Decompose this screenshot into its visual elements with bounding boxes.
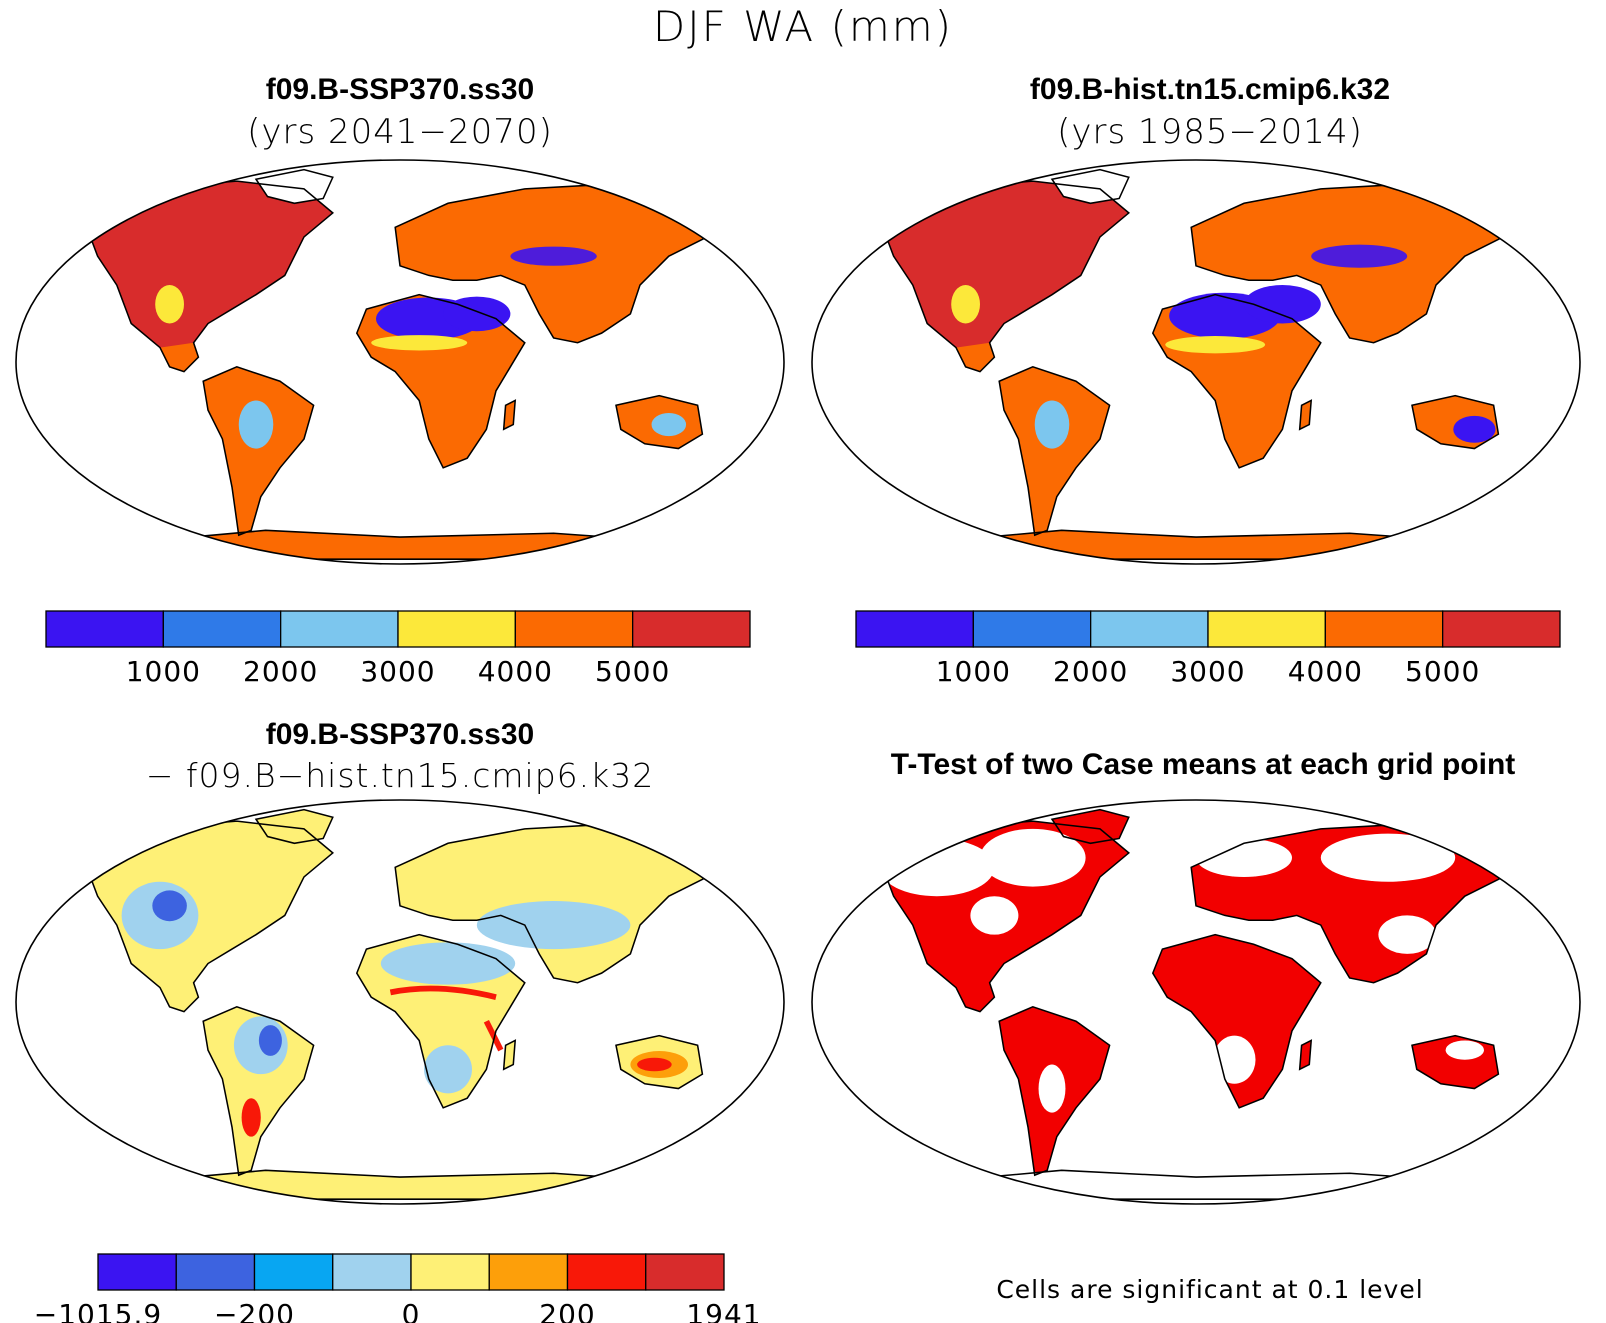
colorbar-swatch (514, 610, 634, 648)
colorbar-swatch (280, 610, 399, 648)
panel-4-title: T-Test of two Case means at each grid po… (890, 748, 1516, 781)
colorbar-swatch (1324, 610, 1444, 648)
map-frame-4 (811, 799, 1581, 1205)
colorbar-tick-label: 4000 (478, 655, 553, 688)
colorbar-tick-label: 3000 (1170, 655, 1245, 688)
colorbar-swatch (488, 1253, 569, 1291)
colorbar-swatch (45, 610, 164, 648)
colorbar-swatch (645, 1253, 725, 1291)
colorbar-swatch (332, 1253, 412, 1291)
colorbar-tick-label: 2000 (1053, 655, 1128, 688)
panel-4-note: Cells are significant at 0.1 level (996, 1275, 1424, 1304)
colorbar-tick-label: 5000 (595, 655, 670, 688)
colorbar-swatch (175, 1253, 256, 1291)
map-panel-2 (812, 160, 1580, 564)
colorbar-tick-label: 1941 (686, 1298, 761, 1323)
colorbar-tick-label: 5000 (1405, 655, 1480, 688)
colorbar-tick-label: 200 (539, 1298, 595, 1323)
map-panel-4 (812, 800, 1580, 1204)
map-panel-3 (16, 800, 784, 1204)
colorbar-tick-label: 2000 (243, 655, 318, 688)
map-frame-3 (15, 799, 785, 1205)
colorbar-swatch (1090, 610, 1209, 648)
panel-3-subtitle: − f09.B−hist.tn15.cmip6.k32 (145, 756, 655, 795)
colorbar-panel-1: 1000 2000 3000 4000 5000 (45, 610, 751, 688)
colorbar-swatch (397, 610, 516, 648)
map-frame-1 (15, 159, 785, 565)
figure-title: DJF WA (mm) (652, 2, 954, 51)
colorbar-tick-label: 0 (402, 1298, 421, 1323)
colorbar-swatch (566, 1253, 647, 1291)
colorbar-swatch (855, 610, 974, 648)
colorbar-swatch (97, 1253, 177, 1291)
colorbar-panel-2: 1000 2000 3000 4000 5000 (855, 610, 1561, 688)
colorbar-swatch (1442, 610, 1561, 648)
panel-1-subtitle: (yrs 2041−2070) (247, 112, 553, 152)
map-panel-1 (16, 160, 784, 564)
panel-2-title: f09.B-hist.tn15.cmip6.k32 (1029, 73, 1391, 106)
colorbar-tick-label: 1000 (936, 655, 1011, 688)
colorbar-tick-label: −200 (214, 1298, 295, 1323)
colorbar-tick-label: 1000 (126, 655, 201, 688)
panel-2-subtitle: (yrs 1985−2014) (1057, 112, 1363, 152)
colorbar-swatch (1207, 610, 1326, 648)
colorbar-swatch (162, 610, 282, 648)
colorbar-swatch (632, 610, 751, 648)
colorbar-swatch (410, 1253, 490, 1291)
colorbar-tick-label: −1015.9 (34, 1298, 162, 1323)
panel-1-title: f09.B-SSP370.ss30 (265, 73, 535, 106)
colorbar-swatch (972, 610, 1092, 648)
colorbar-swatch (253, 1253, 334, 1291)
colorbar-tick-label: 4000 (1288, 655, 1363, 688)
panel-3-title: f09.B-SSP370.ss30 (265, 718, 535, 751)
map-frame-2 (811, 159, 1581, 565)
colorbar-panel-3: −1015.9 −200 0 200 1941 (34, 1253, 761, 1323)
colorbar-tick-label: 3000 (360, 655, 435, 688)
